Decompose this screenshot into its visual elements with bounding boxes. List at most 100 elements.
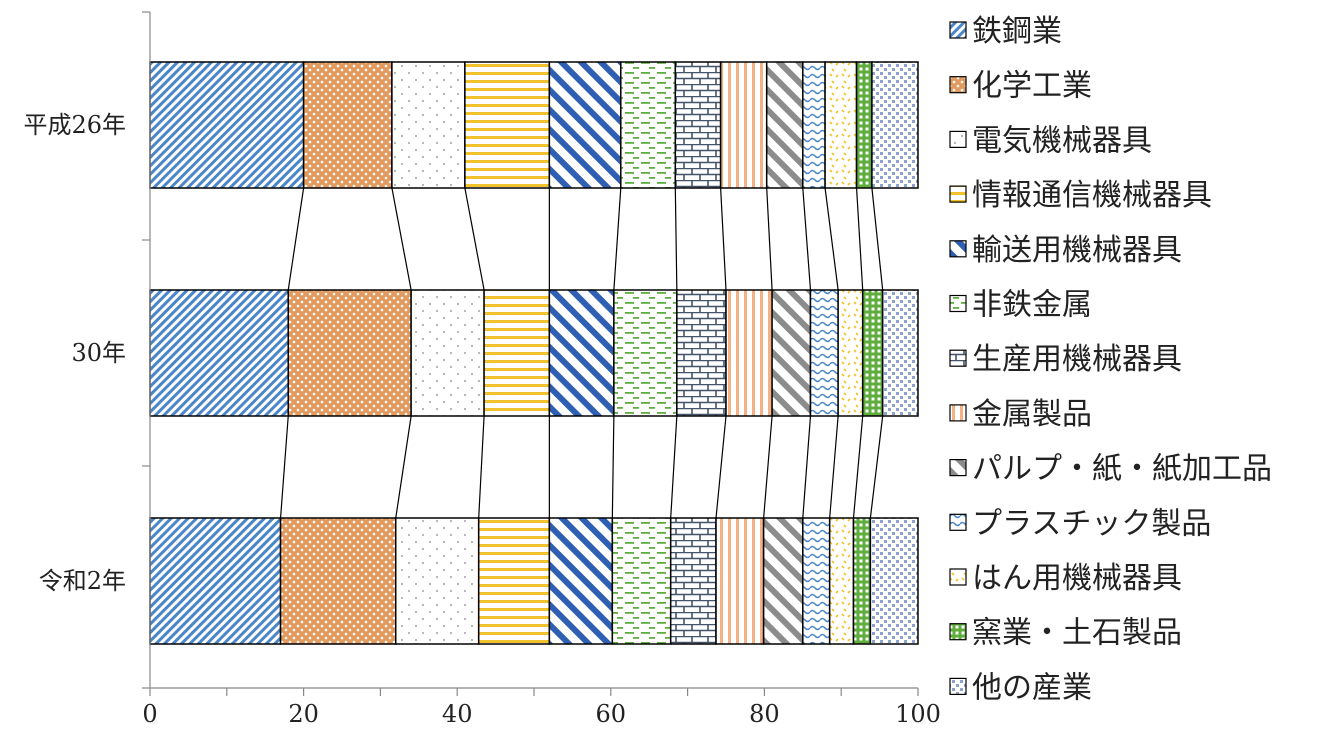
connector-line <box>674 187 678 291</box>
legend-label: 輸送用機械器具 <box>972 233 1182 268</box>
connector-line <box>395 415 412 519</box>
bar-segment <box>855 61 873 189</box>
bar-segment <box>725 289 773 417</box>
bar-segment <box>719 61 768 189</box>
legend-swatch <box>949 294 967 313</box>
bar-segment <box>837 289 864 417</box>
legend-item: 金属製品 <box>949 397 1092 432</box>
x-tick-label: 0 <box>142 700 157 728</box>
connector-line <box>869 415 884 519</box>
legend-swatch <box>949 240 967 258</box>
connector-line <box>478 415 485 519</box>
connector-line <box>613 187 622 291</box>
legend-label: 他の産業 <box>972 670 1092 705</box>
bar-segment <box>410 289 485 417</box>
legend-label: はん用機械器具 <box>972 561 1182 596</box>
bar-segment <box>548 61 622 189</box>
category-label: 令和2年 <box>39 567 126 595</box>
legend-swatch <box>949 130 967 148</box>
bar-segment <box>149 61 305 189</box>
legend-item: パルプ・紙・紙加工品 <box>949 452 1272 487</box>
legend-swatch <box>949 76 967 94</box>
legend-item: 窯業・土石製品 <box>949 616 1182 651</box>
x-tick-label: 20 <box>288 700 319 728</box>
legend-item: 非鉄金属 <box>949 288 1092 323</box>
bar-segments <box>149 61 919 645</box>
legend-label: 非鉄金属 <box>972 288 1092 323</box>
bar-segment <box>828 517 855 645</box>
connector-line <box>720 187 727 291</box>
bar-segment <box>149 517 282 645</box>
legend-item: 生産用機械器具 <box>949 342 1182 377</box>
legend-label: 電気機械器具 <box>972 123 1152 158</box>
legend-swatch <box>949 349 967 367</box>
bar-segment <box>613 289 678 417</box>
bar-segment <box>871 61 919 189</box>
bar-segment <box>287 289 412 417</box>
bar-segment <box>611 517 672 645</box>
bar-segment <box>881 289 919 417</box>
legend-swatch <box>949 185 967 203</box>
legend-label: 鉄鋼業 <box>972 14 1062 49</box>
legend-swatch <box>949 404 967 422</box>
connector-line <box>670 415 678 519</box>
legend-label: 情報通信機械器具 <box>972 178 1212 213</box>
bar-segment <box>852 517 872 645</box>
bar-segment <box>771 289 812 417</box>
x-tick-label: 40 <box>442 700 473 728</box>
connector-line <box>763 415 773 519</box>
legend-item: 輸送用機械器具 <box>949 233 1182 268</box>
legend-swatch <box>949 459 967 477</box>
connector-line <box>802 187 812 291</box>
legend-swatch <box>949 677 967 696</box>
bar-segment <box>676 289 727 417</box>
connector-line <box>287 187 305 291</box>
legend: 鉄鋼業化学工業電気機械器具情報通信機械器具輸送用機械器具非鉄金属生産用機械器具金… <box>949 14 1272 705</box>
connector-lines <box>279 187 884 519</box>
legend-label: 窯業・土石製品 <box>972 616 1182 651</box>
bar-segment <box>391 61 466 189</box>
connector-line <box>766 187 773 291</box>
category-label: 平成26年 <box>23 111 126 139</box>
bar-segment <box>762 517 804 645</box>
bar-segment <box>279 517 397 645</box>
legend-swatch <box>949 21 967 39</box>
legend-item: はん用機械器具 <box>949 561 1182 596</box>
bar-segment <box>302 61 393 189</box>
connector-line <box>852 415 864 519</box>
legend-label: 生産用機械器具 <box>972 342 1182 377</box>
legend-item: 鉄鋼業 <box>949 14 1062 49</box>
bar-segment <box>824 61 858 189</box>
bar-segment <box>861 289 884 417</box>
bar-segment <box>548 289 615 417</box>
legend-swatch <box>949 568 967 586</box>
legend-item: 化学工業 <box>949 69 1092 104</box>
connector-line <box>829 415 839 519</box>
bar-segment <box>715 517 765 645</box>
x-tick-label: 60 <box>596 700 627 728</box>
legend-label: 金属製品 <box>972 397 1092 432</box>
connector-line <box>279 415 289 519</box>
bar-segment <box>669 517 717 645</box>
bar-segment <box>395 517 480 645</box>
bar-segment <box>674 61 722 189</box>
legend-swatch <box>949 513 967 531</box>
connector-line <box>855 187 864 291</box>
legend-swatch <box>949 623 967 641</box>
bar-segment <box>802 517 831 645</box>
bar-segment <box>477 517 551 645</box>
legend-label: 化学工業 <box>972 69 1092 104</box>
legend-item: 他の産業 <box>949 670 1092 705</box>
x-tick-label: 100 <box>895 700 941 728</box>
bar-segment <box>464 61 551 189</box>
connector-line <box>391 187 412 291</box>
x-tick-label: 80 <box>749 700 780 728</box>
bar-segment <box>548 517 614 645</box>
connector-line <box>824 187 839 291</box>
connector-line <box>715 415 727 519</box>
bar-segment <box>620 61 677 189</box>
bar-segment <box>809 289 839 417</box>
